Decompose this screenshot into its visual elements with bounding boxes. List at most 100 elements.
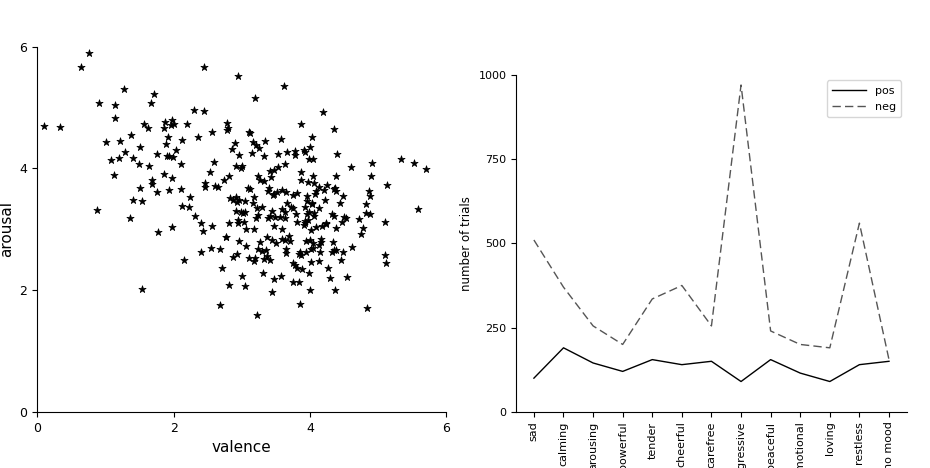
Point (253, 238, 268, 245)
Point (221, 124, 236, 132)
Point (221, 219, 236, 227)
neg (618, 342, 629, 347)
Point (259, 246, 273, 254)
Point (353, 231, 368, 238)
Point (328, 172, 343, 179)
Point (165, 175, 179, 182)
Point (197, 179, 212, 186)
Point (267, 190, 282, 197)
Point (297, 221, 312, 229)
Point (302, 143, 317, 151)
Point (229, 162, 244, 170)
Point (272, 213, 287, 221)
Point (300, 178, 315, 186)
Point (249, 214, 264, 222)
Point (231, 219, 246, 227)
Point (250, 172, 265, 180)
Point (250, 212, 265, 219)
Point (278, 161, 293, 168)
Point (313, 235, 328, 243)
Point (379, 181, 394, 189)
Point (308, 187, 323, 194)
Point (360, 304, 375, 311)
Point (222, 194, 237, 202)
Point (312, 183, 326, 190)
Point (248, 254, 263, 262)
Point (306, 209, 321, 217)
Point (132, 144, 147, 151)
Point (276, 82, 291, 90)
Point (278, 208, 293, 216)
Point (166, 153, 180, 161)
Point (161, 152, 176, 160)
Point (289, 218, 304, 226)
Point (236, 218, 251, 226)
Line: pos: pos (534, 348, 889, 381)
Point (336, 249, 351, 256)
Point (52, 124, 67, 131)
pos (884, 358, 895, 364)
Point (287, 261, 302, 269)
Point (238, 242, 253, 250)
Point (305, 133, 320, 141)
Point (226, 254, 241, 261)
Point (271, 163, 286, 171)
Point (286, 278, 300, 285)
Point (299, 210, 314, 218)
Point (228, 207, 243, 214)
Legend: pos, neg: pos, neg (827, 80, 901, 117)
Point (267, 275, 282, 283)
pos (765, 357, 777, 362)
Point (294, 265, 309, 272)
Point (317, 186, 332, 193)
Point (90, 206, 105, 214)
Point (270, 189, 285, 196)
Point (303, 236, 318, 243)
Point (333, 256, 348, 263)
Point (335, 218, 350, 226)
Point (210, 183, 225, 191)
Point (312, 257, 326, 265)
Point (124, 131, 139, 139)
Point (256, 270, 271, 277)
Point (243, 130, 258, 137)
Point (316, 108, 331, 116)
pos (588, 360, 599, 366)
Point (197, 64, 212, 71)
Point (327, 184, 342, 191)
Point (262, 167, 277, 175)
Point (292, 279, 307, 286)
Point (318, 220, 333, 228)
Point (339, 214, 353, 222)
Point (326, 125, 341, 133)
Point (287, 147, 302, 155)
Point (280, 148, 295, 156)
Point (309, 223, 324, 230)
Point (232, 196, 246, 204)
Point (312, 205, 326, 212)
Point (292, 248, 307, 256)
Point (205, 222, 219, 230)
Point (197, 183, 212, 190)
neg (528, 237, 539, 243)
Point (363, 210, 378, 218)
Point (162, 186, 177, 193)
Point (333, 199, 348, 206)
neg (794, 342, 805, 347)
Point (267, 167, 282, 174)
pos (528, 375, 539, 381)
Point (335, 192, 350, 200)
Point (406, 159, 421, 167)
Point (306, 239, 321, 247)
Point (255, 247, 270, 255)
Point (298, 217, 312, 225)
Point (320, 264, 335, 272)
Point (288, 210, 303, 218)
Point (343, 163, 358, 171)
Point (264, 236, 279, 243)
Point (169, 146, 184, 154)
Point (344, 243, 359, 251)
Point (165, 116, 179, 123)
Point (287, 152, 302, 159)
Point (166, 120, 181, 128)
